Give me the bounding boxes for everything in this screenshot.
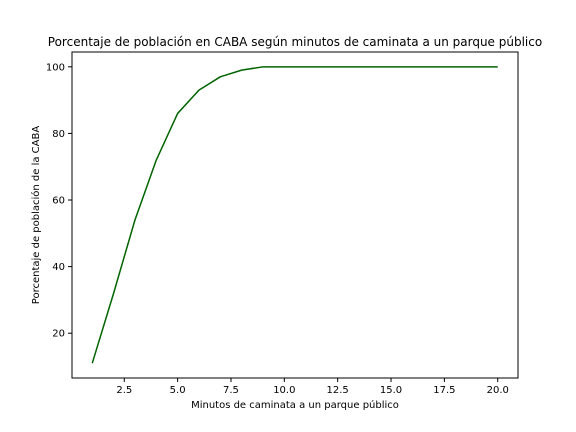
chart-title: Porcentaje de población en CABA según mi… bbox=[48, 35, 542, 49]
x-tick-label: 15.0 bbox=[380, 385, 402, 396]
plot-area: 2.5 5.0 7.5 10.0 12.5 15.0 17.5 20.0 20 40 60 80 10… bbox=[46, 51, 519, 396]
x-tick-label: 7.5 bbox=[223, 385, 239, 396]
y-axis-label: Porcentaje de población de la CABA bbox=[30, 126, 42, 305]
y-axis-ticks: 20 40 60 80 100 bbox=[46, 62, 72, 340]
series-line bbox=[91, 66, 498, 364]
x-tick-label: 5.0 bbox=[170, 385, 186, 396]
plot-frame bbox=[71, 51, 519, 379]
x-tick-label: 20.0 bbox=[487, 385, 509, 396]
x-tick-label: 2.5 bbox=[116, 385, 132, 396]
y-tick-label: 40 bbox=[52, 262, 65, 273]
x-axis-label: Minutos de caminata a un parque público bbox=[191, 399, 399, 411]
x-tick-label: 17.5 bbox=[433, 385, 455, 396]
y-tick-label: 20 bbox=[52, 329, 65, 340]
x-tick-label: 12.5 bbox=[327, 385, 349, 396]
series-layer bbox=[91, 66, 498, 364]
x-axis-ticks: 2.5 5.0 7.5 10.0 12.5 15.0 17.5 20.0 bbox=[116, 378, 509, 396]
x-tick-label: 10.0 bbox=[273, 385, 295, 396]
y-tick-label: 80 bbox=[52, 129, 65, 140]
y-tick-label: 60 bbox=[52, 196, 65, 207]
y-tick-label: 100 bbox=[46, 62, 65, 73]
